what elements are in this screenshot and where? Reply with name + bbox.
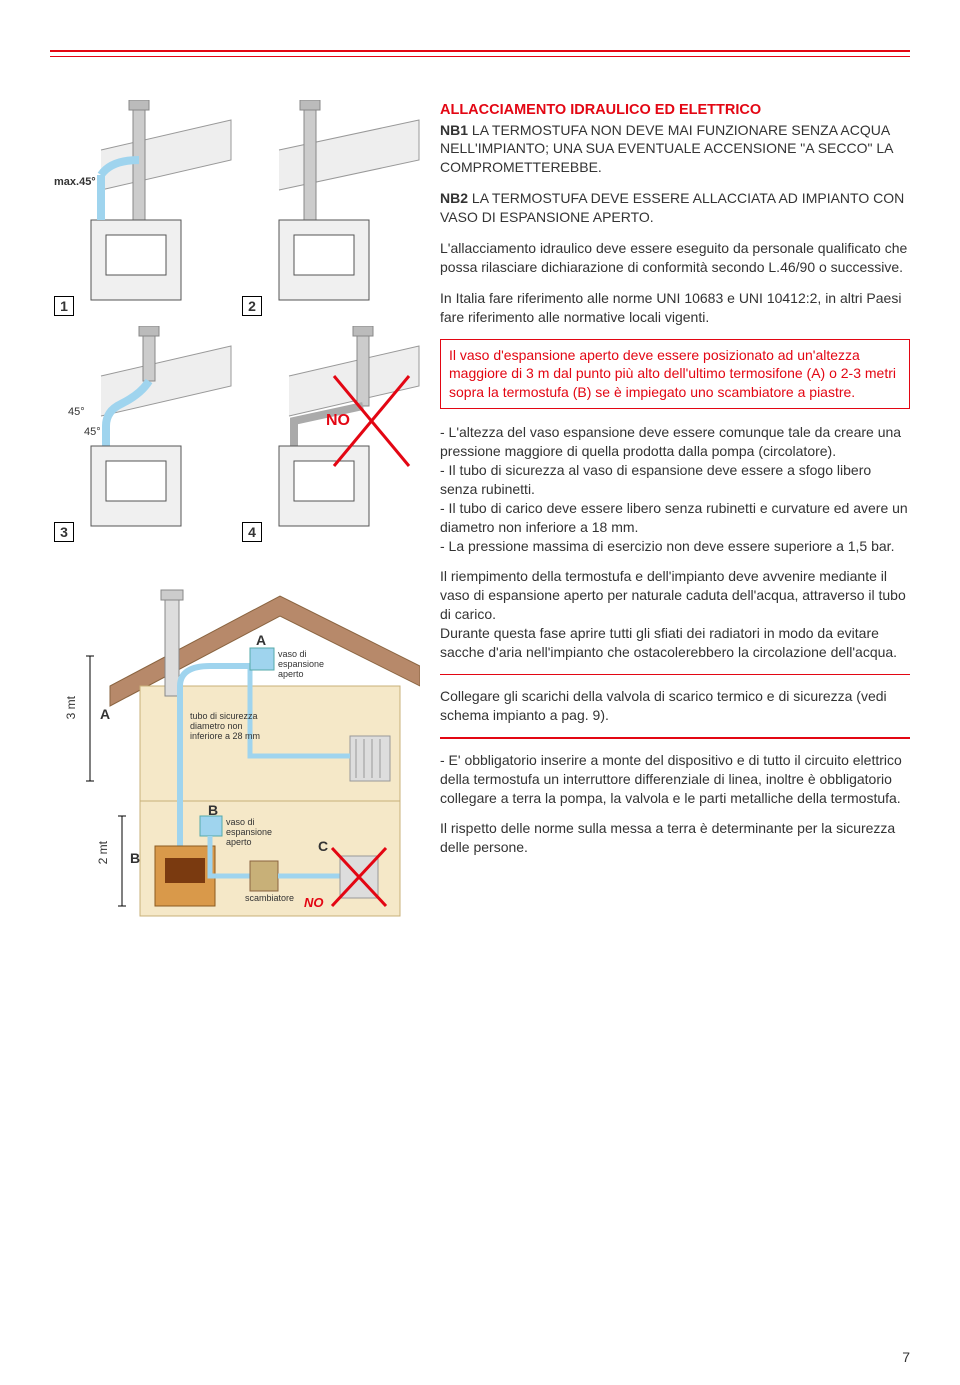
house-A-left: A xyxy=(100,706,110,722)
heading-text: ALLACCIAMENTO IDRAULICO ED ELETTRICO xyxy=(440,102,761,118)
p3: L'allacciamento idraulico deve essere es… xyxy=(440,239,910,277)
rule-1 xyxy=(440,674,910,675)
diagram-cell-4: NO 4 xyxy=(238,326,420,546)
house-B-left: B xyxy=(130,850,140,866)
p6: Il riempimento della termostufa e dell'i… xyxy=(440,567,910,661)
heading: ALLACCIAMENTO IDRAULICO ED ELETTRICO NB1… xyxy=(440,100,910,177)
house-C: C xyxy=(318,838,328,854)
stove-diagram-1 xyxy=(50,100,232,320)
house-tubo-label: tubo di sicurezza diametro non inferiore… xyxy=(190,712,260,742)
diagram-3-angle-1: 45° xyxy=(68,406,85,418)
nb1-text: LA TERMOSTUFA NON DEVE MAI FUNZIONARE SE… xyxy=(440,122,893,176)
house-vaso-b-label: vaso di espansione aperto xyxy=(226,818,272,848)
diagram-1-label: max.45° xyxy=(54,176,96,188)
text-column: ALLACCIAMENTO IDRAULICO ED ELETTRICO NB1… xyxy=(440,100,910,946)
diagram-cell-2: 2 xyxy=(238,100,420,320)
diagram-4-no-label: NO xyxy=(326,412,350,430)
house-A-vaso: A xyxy=(256,632,266,648)
house-diagram: 3 mt 2 mt A A B B C vaso di espansione a… xyxy=(50,556,420,946)
header-rules xyxy=(50,50,910,58)
nb2-text: LA TERMOSTUFA DEVE ESSERE ALLACCIATA AD … xyxy=(440,190,904,225)
house-svg xyxy=(50,556,420,946)
diagram-column: max.45° 1 2 xyxy=(50,100,420,946)
p4: In Italia fare riferimento alle norme UN… xyxy=(440,289,910,327)
diagram-grid: max.45° 1 2 xyxy=(50,100,420,546)
rule-2 xyxy=(440,737,910,739)
house-vaso-a-label: vaso di espansione aperto xyxy=(278,650,324,680)
diagram-4-number: 4 xyxy=(242,522,262,542)
house-2mt: 2 mt xyxy=(96,841,110,864)
house-B-vaso: B xyxy=(208,802,218,818)
nb2-para: NB2 LA TERMOSTUFA DEVE ESSERE ALLACCIATA… xyxy=(440,189,910,227)
redbox-text: Il vaso d'espansione aperto deve essere … xyxy=(449,347,896,401)
stove-diagram-4 xyxy=(238,326,420,546)
house-no: NO xyxy=(304,896,324,910)
red-callout-box: Il vaso d'espansione aperto deve essere … xyxy=(440,339,910,410)
page-number: 7 xyxy=(902,1349,910,1365)
diagram-cell-1: max.45° 1 xyxy=(50,100,232,320)
diagram-1-number: 1 xyxy=(54,296,74,316)
diagram-cell-3: 45° 45° 3 xyxy=(50,326,232,546)
p5: - L'altezza del vaso espansione deve ess… xyxy=(440,423,910,555)
p8: - E' obbligatorio inserire a monte del d… xyxy=(440,751,910,808)
main-layout: max.45° 1 2 xyxy=(50,100,910,946)
stove-diagram-3 xyxy=(50,326,232,546)
p9: Il rispetto delle norme sulla messa a te… xyxy=(440,819,910,857)
nb2-bold: NB2 xyxy=(440,190,468,206)
diagram-3-number: 3 xyxy=(54,522,74,542)
house-3mt: 3 mt xyxy=(64,696,78,719)
nb1-bold: NB1 xyxy=(440,122,468,138)
house-scambiatore: scambiatore xyxy=(245,894,294,904)
p7: Collegare gli scarichi della valvola di … xyxy=(440,687,910,725)
diagram-3-angle-2: 45° xyxy=(84,426,101,438)
stove-diagram-2 xyxy=(238,100,420,320)
diagram-2-number: 2 xyxy=(242,296,262,316)
